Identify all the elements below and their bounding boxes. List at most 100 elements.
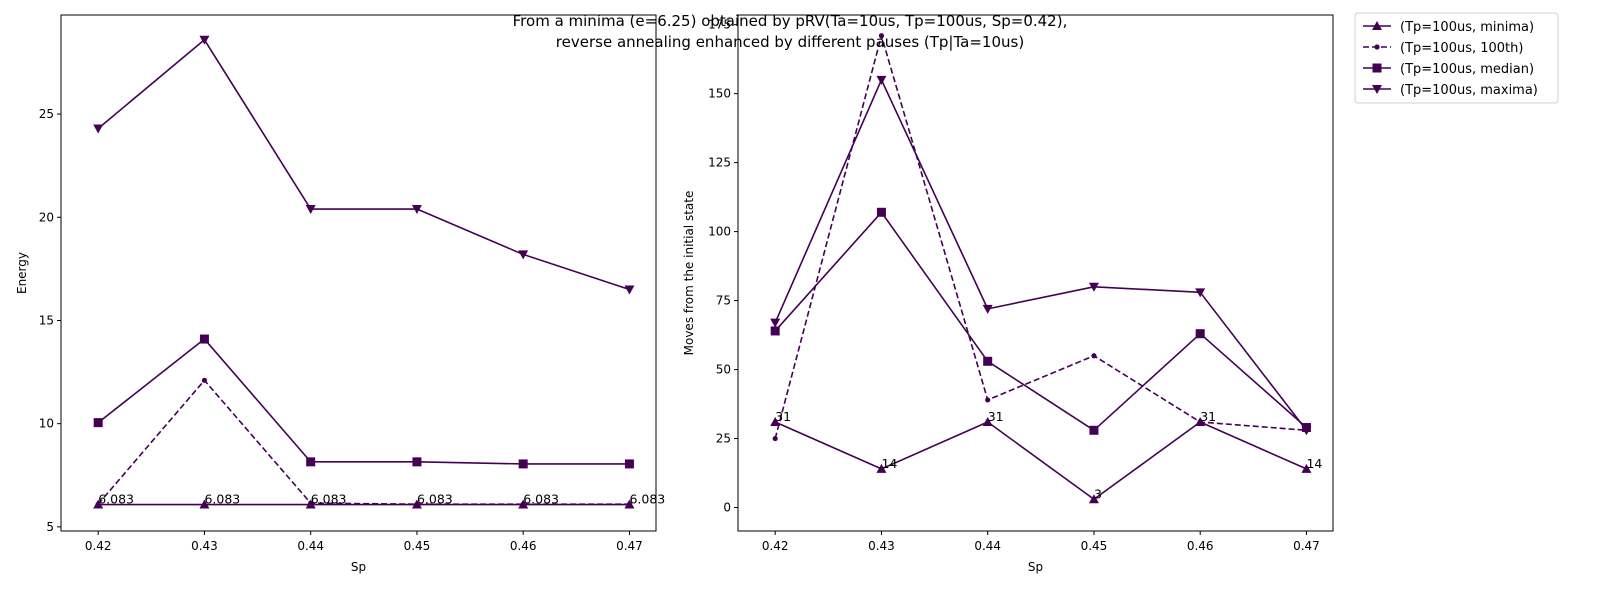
data-label: 14: [1306, 456, 1322, 471]
series-line: [774, 34, 1307, 439]
data-point: [1195, 288, 1206, 298]
axes-frame: [737, 14, 1334, 532]
series-line: [97, 38, 630, 291]
data-point: [199, 35, 210, 45]
y-tick-label: 20: [39, 210, 54, 224]
data-point: [199, 499, 210, 509]
y-tick-label: 150: [708, 87, 731, 101]
data-label: 31: [988, 409, 1004, 424]
x-tick-label: 0.42: [85, 539, 112, 553]
data-label: 6.083: [629, 492, 665, 507]
data-point: [626, 501, 633, 507]
y-tick-label: 50: [716, 363, 731, 377]
data-label: 6.083: [98, 492, 134, 507]
data-point: [199, 334, 209, 344]
data-point: [876, 75, 887, 85]
data-point: [770, 318, 781, 328]
series-4: [770, 75, 1312, 436]
x-tick-label: 0.44: [297, 539, 324, 553]
data-point: [93, 418, 103, 428]
series-line: [774, 79, 1308, 431]
x-tick-label: 0.43: [191, 539, 218, 553]
data-point: [308, 500, 314, 506]
subplot-1: 0.42 0.43 0.44 0.45 0.46 0.47 5 10 15 20 25 Sp Energ…: [15, 14, 665, 574]
series-line: [774, 211, 1307, 432]
y-tick-label: 100: [708, 225, 731, 239]
data-point: [624, 459, 634, 469]
x-tick-label: 0.46: [1187, 539, 1214, 553]
data-point: [876, 207, 886, 217]
subplot-2: 0.42 0.43 0.44 0.45 0.46 0.47 0 25 50 75 100 125 150…: [682, 14, 1334, 574]
series-1: [93, 499, 635, 509]
y-tick-label: 75: [716, 294, 731, 308]
data-point: [93, 124, 104, 134]
series-3: [770, 207, 1311, 435]
data-label: 31: [775, 409, 791, 424]
legend-entry: (Tp=100us, median): [1363, 62, 1534, 77]
data-point: [878, 33, 885, 39]
legend-marker: [1372, 21, 1382, 30]
series-line: [97, 379, 630, 505]
y-tick-label: 10: [39, 417, 54, 431]
data-point: [411, 205, 422, 215]
x-tick-label: 0.47: [1293, 539, 1320, 553]
x-axis-label: Sp: [1028, 560, 1043, 574]
data-label: 14: [881, 456, 897, 471]
legend-label: (Tp=100us, 100th): [1400, 41, 1523, 56]
series-4: [93, 35, 635, 295]
data-point: [1088, 282, 1099, 292]
legend-label: (Tp=100us, minima): [1400, 20, 1534, 35]
x-tick-label: 0.46: [510, 539, 537, 553]
legend-marker: [1374, 44, 1380, 50]
data-label: 6.083: [417, 492, 453, 507]
axes-frame: [60, 14, 657, 532]
data-point: [985, 397, 991, 403]
legend-marker: [1372, 63, 1382, 73]
data-point: [982, 304, 993, 314]
series-line: [97, 338, 630, 465]
y-tick-label: 25: [39, 107, 54, 121]
data-label: 6.083: [311, 492, 347, 507]
data-point: [1091, 353, 1097, 359]
data-point: [772, 435, 778, 442]
data-point: [983, 356, 993, 366]
y-axis-label: Moves from the initial state: [682, 191, 696, 356]
series-3: [93, 334, 634, 469]
x-tick-label: 0.43: [868, 539, 895, 553]
x-tick-label: 0.45: [1081, 539, 1108, 553]
x-tick-label: 0.47: [616, 539, 643, 553]
data-label: 3: [1094, 486, 1102, 501]
legend-entry: (Tp=100us, minima): [1363, 20, 1534, 35]
y-tick-label: 0: [723, 501, 731, 515]
legend-entry: (Tp=100us, 100th): [1363, 41, 1523, 56]
data-point: [95, 501, 101, 507]
y-tick-label: 15: [39, 313, 54, 327]
y-tick-label: 25: [716, 432, 731, 446]
data-point: [1089, 425, 1099, 435]
y-axis-label: Energy: [15, 252, 29, 294]
legend-box: [1354, 12, 1559, 104]
data-point: [770, 326, 780, 336]
data-label: 6.083: [204, 492, 240, 507]
data-label: 6.083: [523, 492, 559, 507]
series-2: [95, 377, 633, 507]
data-point: [201, 377, 208, 383]
y-tick-label: 5: [46, 520, 54, 534]
y-tick-label: 175: [708, 18, 731, 32]
figure-title: From a minima (e=6.25) obtained by pRV(T…: [513, 12, 1068, 51]
legend-marker: [1372, 85, 1382, 94]
data-point: [412, 457, 422, 467]
data-point: [1088, 494, 1099, 504]
data-point: [982, 417, 993, 427]
data-point: [624, 285, 635, 295]
series-2: [772, 33, 1310, 442]
data-point: [518, 459, 528, 469]
data-point: [1197, 419, 1203, 425]
data-label: 31: [1200, 409, 1216, 424]
data-point: [770, 417, 781, 427]
data-point: [1301, 463, 1312, 473]
data-point: [518, 250, 529, 260]
x-axis-label: Sp: [351, 560, 366, 574]
x-tick-label: 0.44: [974, 539, 1001, 553]
